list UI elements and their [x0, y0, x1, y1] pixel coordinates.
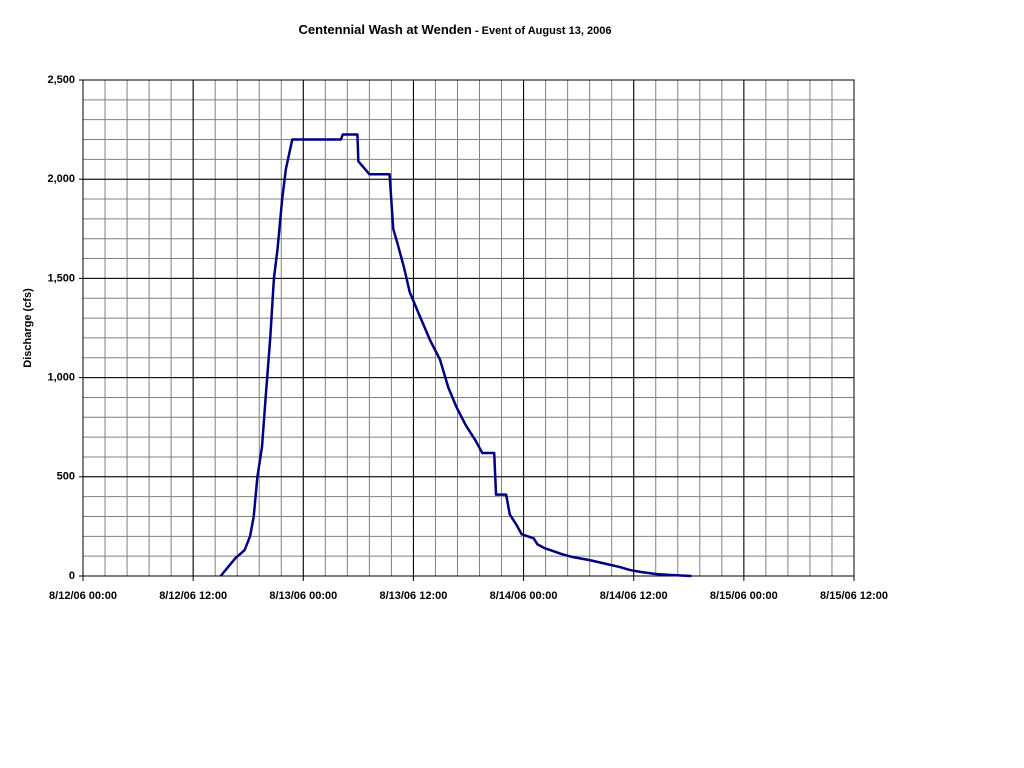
x-tick-label: 8/13/06 12:00 [379, 590, 447, 602]
y-tick-label: 0 [69, 570, 75, 582]
x-tick-label: 8/15/06 12:00 [820, 590, 888, 602]
chart-title: Centennial Wash at Wenden [299, 22, 472, 37]
x-tick-label: 8/12/06 00:00 [49, 590, 117, 602]
x-tick-label: 8/12/06 12:00 [159, 590, 227, 602]
chart-title-group: Centennial Wash at Wenden - Event of Aug… [299, 22, 612, 37]
y-tick-label: 2,500 [47, 74, 75, 86]
y-axis-label: Discharge (cfs) [22, 288, 34, 368]
chart-subtitle: - Event of August 13, 2006 [475, 25, 612, 37]
x-tick-label: 8/14/06 12:00 [600, 590, 668, 602]
discharge-line [219, 133, 692, 578]
x-tick-label: 8/13/06 00:00 [269, 590, 337, 602]
y-tick-label: 500 [57, 471, 75, 483]
y-tick-label: 1,000 [47, 372, 75, 384]
x-tick-label: 8/14/06 00:00 [490, 590, 558, 602]
x-tick-label: 8/15/06 00:00 [710, 590, 778, 602]
y-tick-label: 1,500 [47, 272, 75, 284]
y-tick-label: 2,000 [47, 173, 75, 185]
plot-border [82, 79, 855, 577]
